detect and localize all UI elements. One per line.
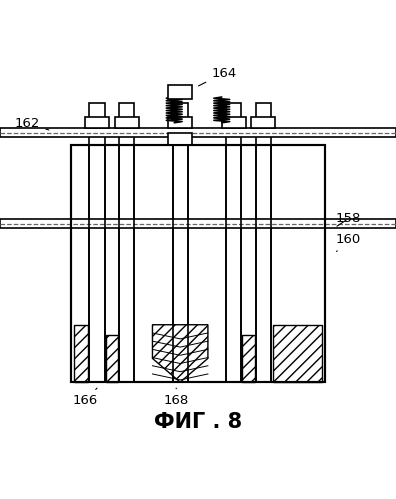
Bar bbox=[222, 117, 246, 128]
Bar bbox=[71, 145, 325, 382]
Text: 168: 168 bbox=[164, 388, 189, 407]
Bar bbox=[251, 117, 275, 128]
Text: 162: 162 bbox=[15, 117, 49, 130]
Bar bbox=[119, 103, 134, 382]
Bar bbox=[115, 117, 139, 128]
Bar bbox=[71, 145, 325, 382]
Bar bbox=[256, 145, 271, 382]
Text: 166: 166 bbox=[72, 388, 98, 407]
Bar bbox=[226, 145, 241, 382]
Polygon shape bbox=[152, 325, 208, 382]
Bar bbox=[0, 128, 396, 137]
Bar bbox=[74, 325, 88, 382]
Bar bbox=[168, 133, 192, 145]
Bar bbox=[273, 325, 322, 382]
Bar bbox=[173, 103, 188, 382]
Text: 160: 160 bbox=[336, 233, 361, 251]
Bar bbox=[256, 103, 271, 382]
Bar bbox=[168, 117, 192, 128]
Bar bbox=[85, 117, 109, 128]
Bar bbox=[89, 145, 105, 382]
Bar bbox=[226, 103, 241, 382]
Bar bbox=[0, 220, 396, 228]
Bar bbox=[168, 85, 192, 99]
Bar bbox=[119, 145, 134, 382]
Bar bbox=[106, 335, 118, 382]
Text: 158: 158 bbox=[336, 212, 361, 226]
Bar bbox=[173, 145, 188, 382]
Text: ФИГ . 8: ФИГ . 8 bbox=[154, 412, 242, 432]
Bar bbox=[242, 335, 255, 382]
Bar bbox=[89, 103, 105, 382]
Text: 164: 164 bbox=[198, 67, 236, 86]
